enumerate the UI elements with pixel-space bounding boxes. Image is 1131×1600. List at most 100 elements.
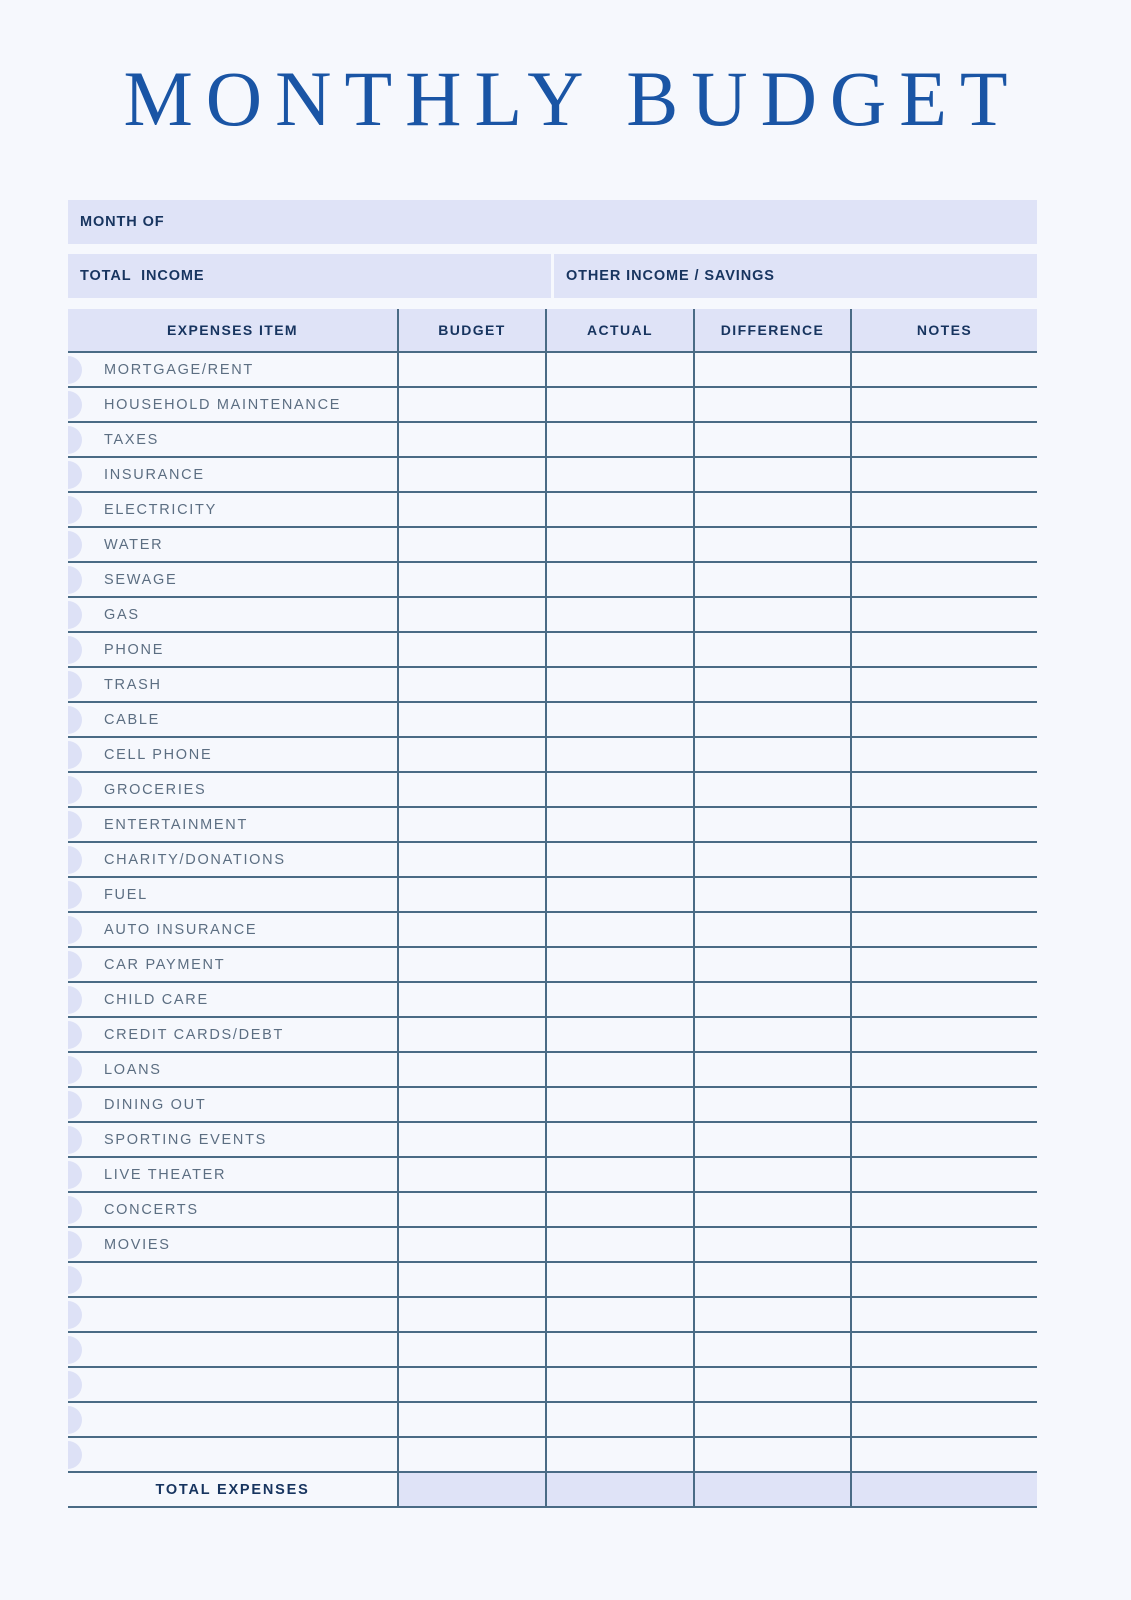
notes-cell[interactable] bbox=[850, 983, 1037, 1016]
actual-cell[interactable] bbox=[545, 808, 693, 841]
actual-cell[interactable] bbox=[545, 948, 693, 981]
notes-cell[interactable] bbox=[850, 1158, 1037, 1191]
notes-cell[interactable] bbox=[850, 1263, 1037, 1296]
actual-cell[interactable] bbox=[545, 1018, 693, 1051]
budget-cell[interactable] bbox=[397, 1018, 545, 1051]
budget-cell[interactable] bbox=[397, 1053, 545, 1086]
actual-cell[interactable] bbox=[545, 353, 693, 386]
expense-item-cell[interactable] bbox=[68, 1298, 397, 1331]
actual-cell[interactable] bbox=[545, 598, 693, 631]
expense-item-cell[interactable]: CONCERTS bbox=[68, 1193, 397, 1226]
difference-cell[interactable] bbox=[693, 1368, 850, 1401]
difference-cell[interactable] bbox=[693, 1053, 850, 1086]
notes-cell[interactable] bbox=[850, 808, 1037, 841]
notes-cell[interactable] bbox=[850, 878, 1037, 911]
difference-cell[interactable] bbox=[693, 1193, 850, 1226]
notes-cell[interactable] bbox=[850, 633, 1037, 666]
actual-cell[interactable] bbox=[545, 388, 693, 421]
budget-cell[interactable] bbox=[397, 773, 545, 806]
actual-cell[interactable] bbox=[545, 1228, 693, 1261]
notes-cell[interactable] bbox=[850, 1438, 1037, 1471]
notes-cell[interactable] bbox=[850, 738, 1037, 771]
budget-cell[interactable] bbox=[397, 1228, 545, 1261]
notes-cell[interactable] bbox=[850, 528, 1037, 561]
actual-cell[interactable] bbox=[545, 563, 693, 596]
notes-cell[interactable] bbox=[850, 1053, 1037, 1086]
expense-item-cell[interactable]: MORTGAGE/RENT bbox=[68, 353, 397, 386]
actual-cell[interactable] bbox=[545, 668, 693, 701]
expense-item-cell[interactable]: LOANS bbox=[68, 1053, 397, 1086]
expense-item-cell[interactable]: DINING OUT bbox=[68, 1088, 397, 1121]
notes-cell[interactable] bbox=[850, 843, 1037, 876]
expense-item-cell[interactable]: AUTO INSURANCE bbox=[68, 913, 397, 946]
expense-item-cell[interactable]: CAR PAYMENT bbox=[68, 948, 397, 981]
total-income-field[interactable]: TOTAL INCOME bbox=[68, 254, 551, 298]
notes-cell[interactable] bbox=[850, 1123, 1037, 1156]
budget-cell[interactable] bbox=[397, 703, 545, 736]
notes-cell[interactable] bbox=[850, 458, 1037, 491]
expense-item-cell[interactable]: GROCERIES bbox=[68, 773, 397, 806]
budget-cell[interactable] bbox=[397, 668, 545, 701]
total-notes-cell[interactable] bbox=[850, 1473, 1037, 1506]
actual-cell[interactable] bbox=[545, 1333, 693, 1366]
actual-cell[interactable] bbox=[545, 773, 693, 806]
difference-cell[interactable] bbox=[693, 423, 850, 456]
notes-cell[interactable] bbox=[850, 493, 1037, 526]
notes-cell[interactable] bbox=[850, 353, 1037, 386]
budget-cell[interactable] bbox=[397, 1403, 545, 1436]
budget-cell[interactable] bbox=[397, 878, 545, 911]
notes-cell[interactable] bbox=[850, 1018, 1037, 1051]
expense-item-cell[interactable]: PHONE bbox=[68, 633, 397, 666]
actual-cell[interactable] bbox=[545, 1368, 693, 1401]
budget-cell[interactable] bbox=[397, 1123, 545, 1156]
expense-item-cell[interactable]: INSURANCE bbox=[68, 458, 397, 491]
budget-cell[interactable] bbox=[397, 563, 545, 596]
actual-cell[interactable] bbox=[545, 528, 693, 561]
actual-cell[interactable] bbox=[545, 423, 693, 456]
difference-cell[interactable] bbox=[693, 1228, 850, 1261]
difference-cell[interactable] bbox=[693, 1403, 850, 1436]
actual-cell[interactable] bbox=[545, 1193, 693, 1226]
budget-cell[interactable] bbox=[397, 738, 545, 771]
difference-cell[interactable] bbox=[693, 528, 850, 561]
expense-item-cell[interactable]: SEWAGE bbox=[68, 563, 397, 596]
notes-cell[interactable] bbox=[850, 1403, 1037, 1436]
budget-cell[interactable] bbox=[397, 1088, 545, 1121]
notes-cell[interactable] bbox=[850, 1088, 1037, 1121]
expense-item-cell[interactable] bbox=[68, 1403, 397, 1436]
difference-cell[interactable] bbox=[693, 878, 850, 911]
budget-cell[interactable] bbox=[397, 1158, 545, 1191]
expense-item-cell[interactable]: CABLE bbox=[68, 703, 397, 736]
budget-cell[interactable] bbox=[397, 1333, 545, 1366]
difference-cell[interactable] bbox=[693, 773, 850, 806]
expense-item-cell[interactable]: TRASH bbox=[68, 668, 397, 701]
difference-cell[interactable] bbox=[693, 1263, 850, 1296]
budget-cell[interactable] bbox=[397, 948, 545, 981]
actual-cell[interactable] bbox=[545, 878, 693, 911]
expense-item-cell[interactable] bbox=[68, 1368, 397, 1401]
total-actual-cell[interactable] bbox=[545, 1473, 693, 1506]
expense-item-cell[interactable]: HOUSEHOLD MAINTENANCE bbox=[68, 388, 397, 421]
expense-item-cell[interactable]: CELL PHONE bbox=[68, 738, 397, 771]
actual-cell[interactable] bbox=[545, 1053, 693, 1086]
difference-cell[interactable] bbox=[693, 703, 850, 736]
budget-cell[interactable] bbox=[397, 423, 545, 456]
budget-cell[interactable] bbox=[397, 633, 545, 666]
expense-item-cell[interactable] bbox=[68, 1263, 397, 1296]
budget-cell[interactable] bbox=[397, 528, 545, 561]
budget-cell[interactable] bbox=[397, 598, 545, 631]
budget-cell[interactable] bbox=[397, 1438, 545, 1471]
notes-cell[interactable] bbox=[850, 1333, 1037, 1366]
budget-cell[interactable] bbox=[397, 913, 545, 946]
difference-cell[interactable] bbox=[693, 633, 850, 666]
notes-cell[interactable] bbox=[850, 703, 1037, 736]
notes-cell[interactable] bbox=[850, 598, 1037, 631]
other-income-savings-field[interactable]: OTHER INCOME / SAVINGS bbox=[554, 254, 1037, 298]
actual-cell[interactable] bbox=[545, 633, 693, 666]
difference-cell[interactable] bbox=[693, 913, 850, 946]
expense-item-cell[interactable]: LIVE THEATER bbox=[68, 1158, 397, 1191]
notes-cell[interactable] bbox=[850, 423, 1037, 456]
difference-cell[interactable] bbox=[693, 738, 850, 771]
notes-cell[interactable] bbox=[850, 1193, 1037, 1226]
difference-cell[interactable] bbox=[693, 388, 850, 421]
